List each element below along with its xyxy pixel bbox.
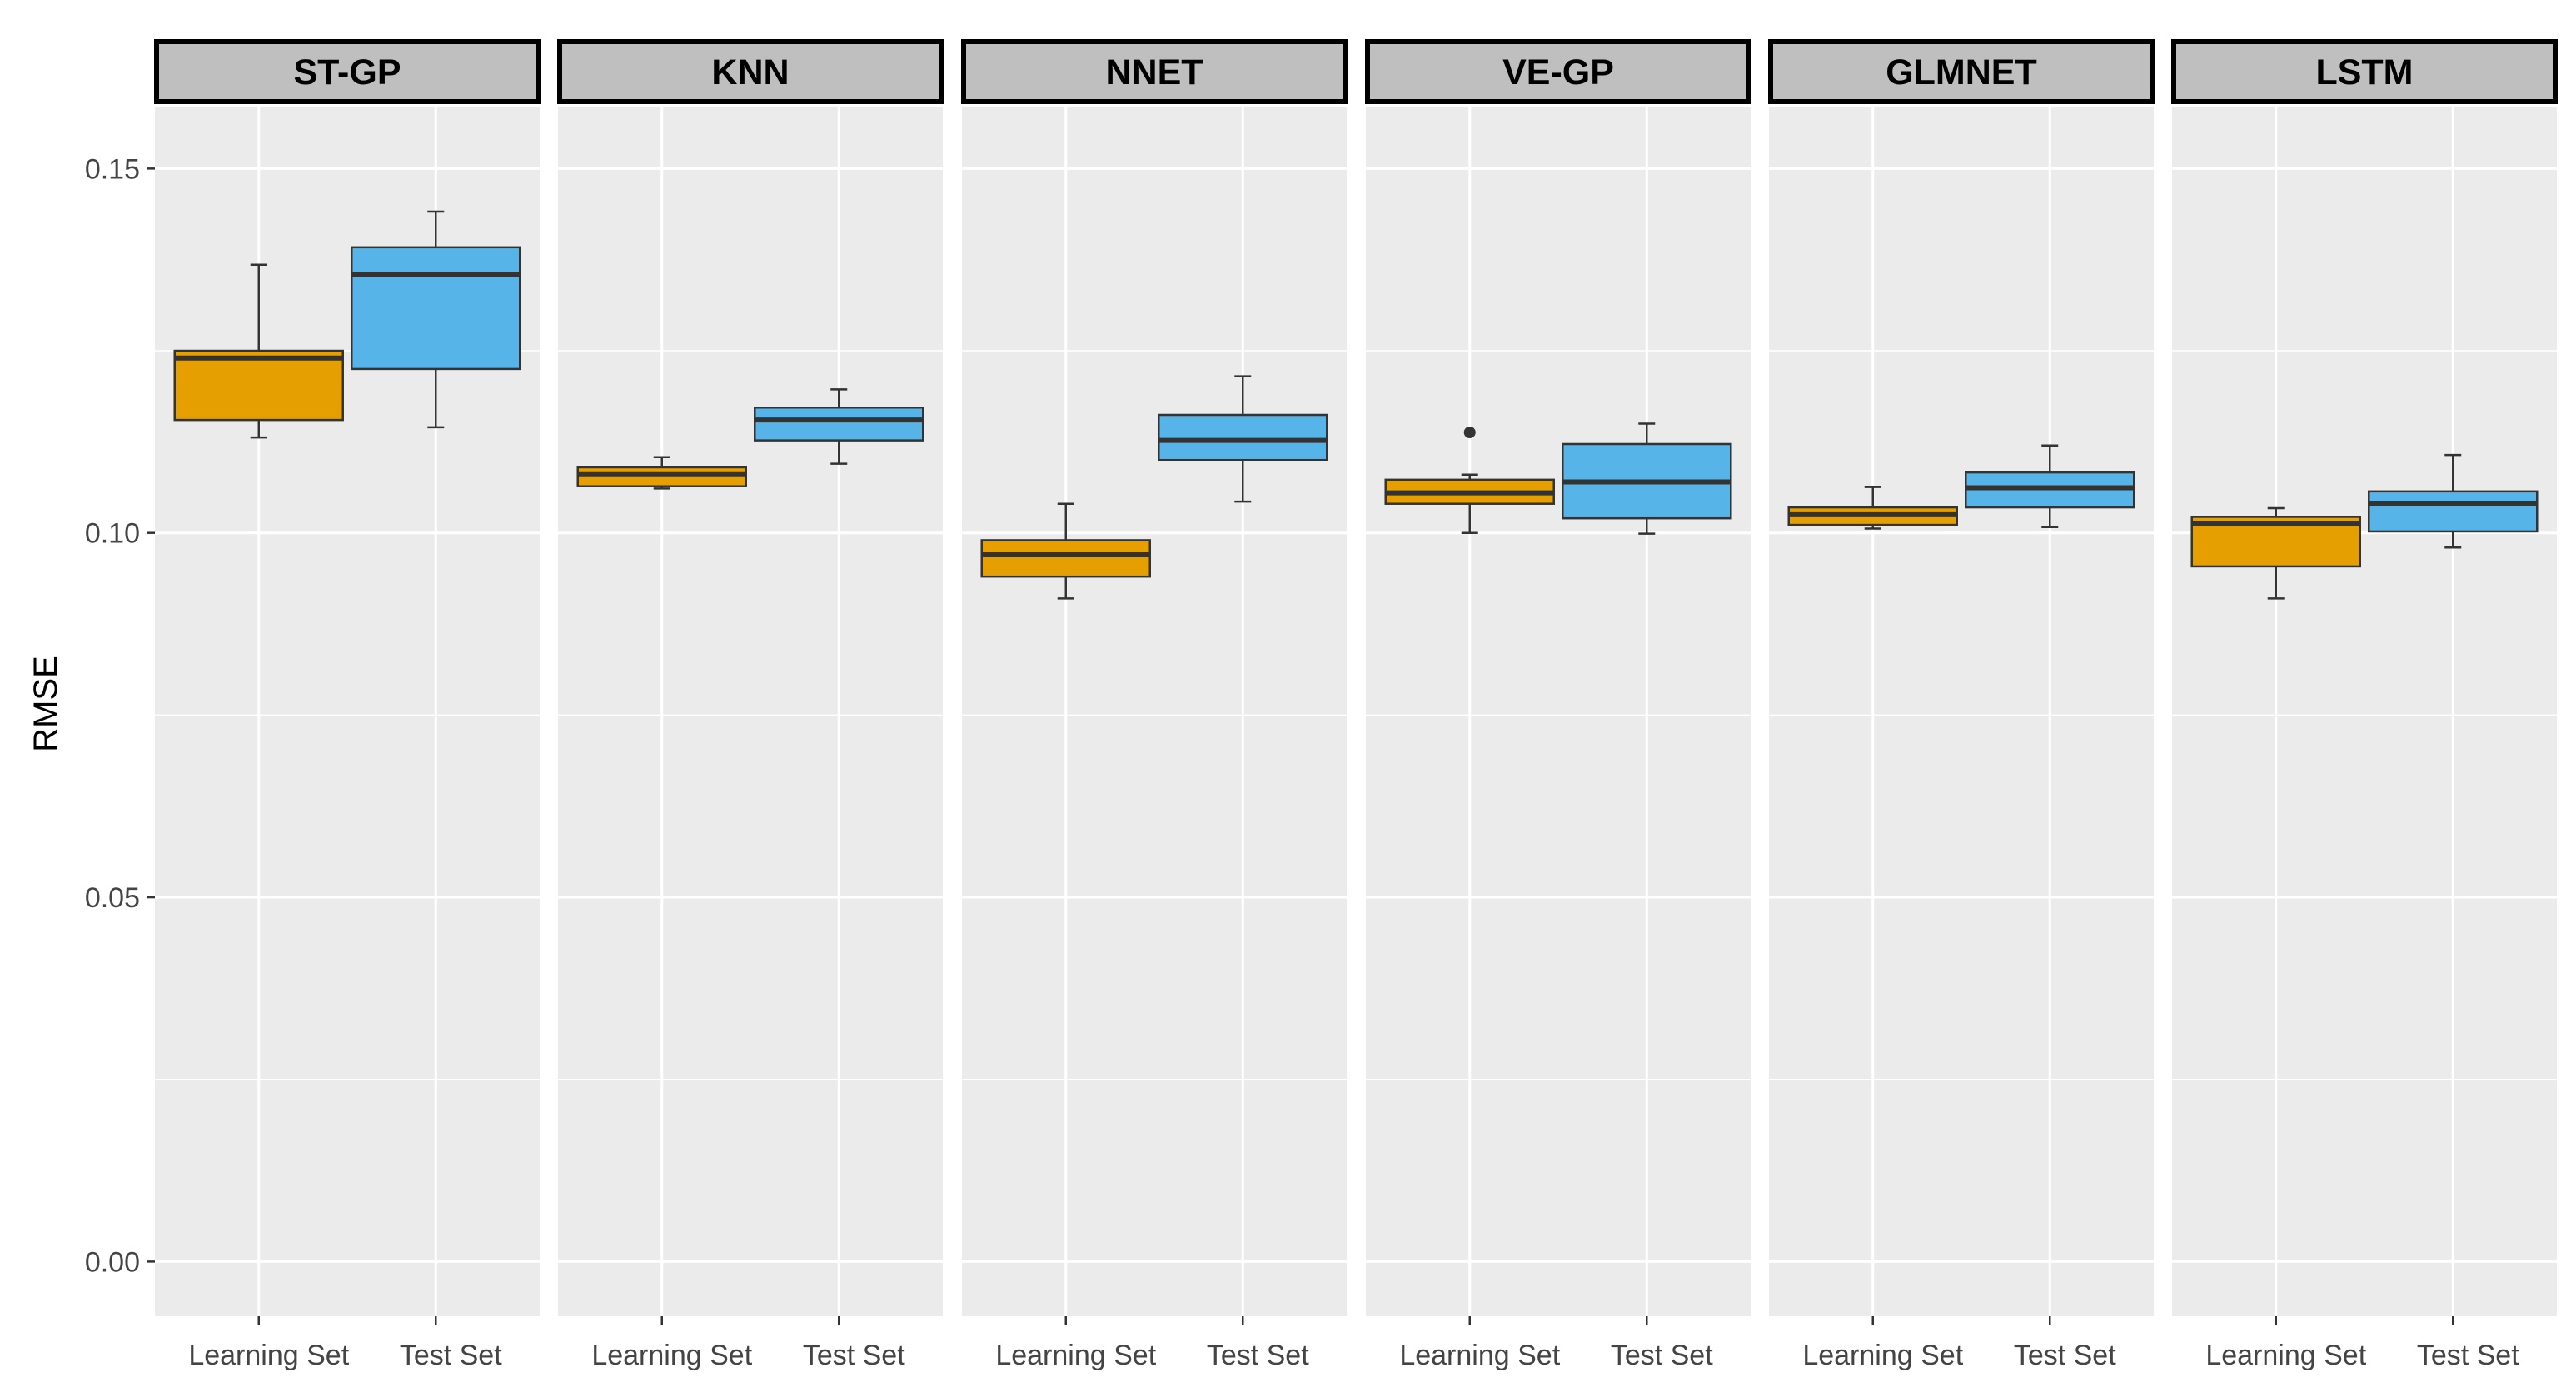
- facet-panel-lstm: LSTM Learning Set Test Set: [2171, 39, 2558, 1371]
- facet-strip-box: [557, 39, 944, 104]
- x-tick-label: Test Set: [1207, 1340, 1309, 1371]
- facet-strip-label: NNET: [1105, 52, 1203, 92]
- facet-strip-label: ST-GP: [293, 52, 401, 92]
- y-tick-label: 0.05: [85, 882, 140, 914]
- x-tick-label: Learning Set: [2205, 1340, 2366, 1371]
- boxplot-learning-set: [1787, 486, 1958, 530]
- facet-panels: ST-GP Learning Set Test Set KNN Learning Set…: [154, 39, 2558, 1371]
- box-iqr: [2368, 490, 2539, 533]
- facet-strip-label: KNN: [711, 52, 789, 92]
- box-iqr: [980, 539, 1151, 578]
- boxplot-test-set: [1158, 375, 1328, 503]
- y-tick-label: 0.00: [85, 1246, 140, 1278]
- boxplot-test-set: [2368, 453, 2539, 549]
- y-axis-title: RMSE: [27, 656, 64, 752]
- facet-strip-box: [1768, 39, 2155, 104]
- y-axis: 0.00 0.05 0.10 0.15: [85, 153, 155, 1278]
- boxplot-test-set: [351, 210, 521, 429]
- x-tick-label: Learning Set: [995, 1340, 1156, 1371]
- facet-panel-st-gp: ST-GP Learning Set Test Set: [154, 39, 541, 1371]
- facet-panel-nnet: NNET Learning Set Test Set: [961, 39, 1348, 1371]
- box-iqr: [173, 349, 344, 422]
- panel-background: [558, 107, 943, 1316]
- facet-strip-box: [961, 39, 1348, 104]
- boxplot-learning-set: [980, 502, 1151, 600]
- box-iqr: [1158, 413, 1328, 461]
- boxplot-learning-set: [576, 456, 747, 490]
- panel-background: [1366, 107, 1751, 1316]
- boxplot-learning-set: [173, 263, 344, 439]
- facet-strip-label: GLMNET: [1886, 52, 2037, 92]
- x-tick-label: Test Set: [1611, 1340, 1713, 1371]
- x-tick-label: Learning Set: [1802, 1340, 1963, 1371]
- facet-strip-box: [2171, 39, 2558, 104]
- facet-strip-box: [1365, 39, 1751, 104]
- x-tick-label: Learning Set: [591, 1340, 752, 1371]
- x-tick-label: Test Set: [803, 1340, 905, 1371]
- outlier-point: [1463, 426, 1476, 438]
- facet-strip-label: LSTM: [2315, 52, 2413, 92]
- x-tick-label: Test Set: [400, 1340, 502, 1371]
- facet-panel-knn: KNN Learning Set Test Set: [557, 39, 944, 1371]
- facet-panel-ve-gp: VE-GP Learning Set Test Set: [1365, 39, 1751, 1371]
- boxplot-test-set: [1965, 444, 2135, 528]
- boxplot-test-set: [754, 388, 924, 465]
- panel-background: [962, 107, 1347, 1316]
- facet-strip-label: VE-GP: [1502, 52, 1614, 92]
- x-tick-label: Learning Set: [188, 1340, 349, 1371]
- box-iqr: [754, 407, 924, 442]
- box-iqr: [351, 246, 521, 371]
- boxplot-test-set: [1562, 422, 1732, 535]
- panel-background: [2172, 107, 2557, 1316]
- facet-panel-glmnet: GLMNET Learning Set Test Set: [1768, 39, 2155, 1371]
- x-tick-label: Test Set: [2014, 1340, 2116, 1371]
- x-tick-label: Test Set: [2417, 1340, 2519, 1371]
- facet-strip-box: [154, 39, 541, 104]
- boxplot-learning-set: [2190, 506, 2361, 600]
- y-tick-label: 0.10: [85, 518, 140, 550]
- boxplot-learning-set: [1384, 426, 1555, 534]
- y-tick-label: 0.15: [85, 153, 140, 185]
- panel-background: [1769, 107, 2154, 1316]
- x-tick-label: Learning Set: [1399, 1340, 1560, 1371]
